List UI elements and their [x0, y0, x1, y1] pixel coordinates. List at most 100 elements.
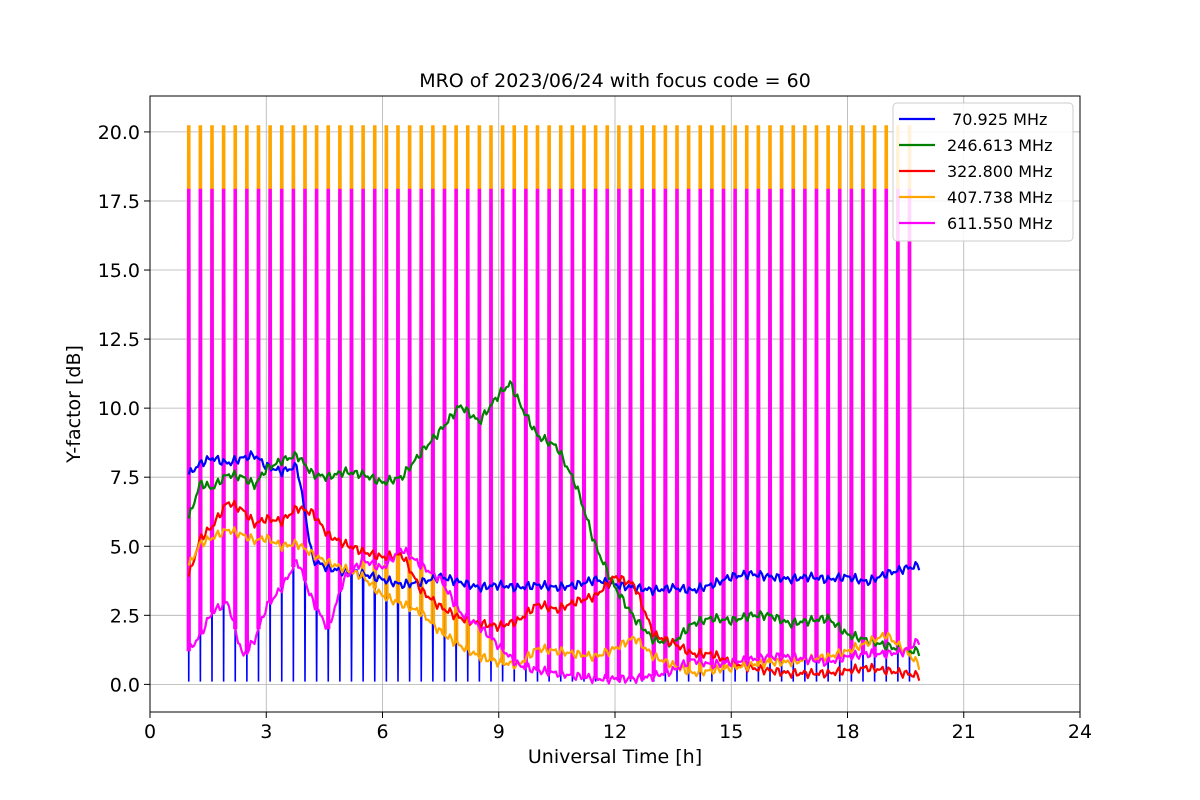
y-tick-label: 15.0 [98, 260, 140, 282]
spike-magenta [767, 188, 773, 657]
spike-magenta [698, 188, 703, 662]
spike-magenta [430, 188, 436, 574]
spike-magenta [907, 188, 912, 649]
spike-magenta [744, 188, 749, 661]
spike-magenta [581, 188, 587, 678]
spike-blue [396, 583, 400, 682]
spike-magenta [523, 188, 529, 668]
x-tick-label: 21 [952, 721, 976, 743]
spike-blue [408, 583, 412, 682]
spike-magenta [709, 188, 715, 666]
spike-magenta [872, 188, 877, 654]
y-tick-label: 7.5 [110, 467, 140, 489]
spike-magenta [267, 188, 273, 603]
spike-magenta [814, 188, 819, 661]
y-tick-label: 12.5 [98, 329, 140, 351]
spike-magenta [674, 188, 680, 669]
x-tick-label: 0 [144, 721, 156, 743]
spike-magenta [360, 188, 366, 561]
spike-magenta [791, 188, 796, 658]
legend-label: 611.550 MHz [947, 214, 1052, 233]
legend-label: 70.925 MHz [947, 110, 1047, 129]
spike-magenta [186, 188, 191, 652]
spike-magenta [500, 188, 505, 650]
x-tick-label: 18 [835, 721, 859, 743]
spike-blue [384, 580, 388, 682]
spike-magenta [442, 188, 447, 587]
spike-blue [350, 572, 353, 682]
x-axis-ticks: 0 3 6 9 12 15 18 21 24 [144, 712, 1092, 743]
x-tick-label: 12 [603, 721, 627, 743]
spike-magenta [198, 188, 203, 635]
legend-label: 246.613 MHz [947, 136, 1052, 155]
legend-label: 407.738 MHz [947, 188, 1052, 207]
x-tick-label: 15 [719, 721, 743, 743]
spike-magenta [825, 188, 831, 663]
spike-magenta [732, 188, 738, 662]
spike-magenta [209, 188, 215, 613]
spike-magenta [512, 188, 517, 662]
chart-title: MRO of 2023/06/24 with focus code = 60 [419, 70, 811, 92]
x-tick-label: 9 [493, 721, 505, 743]
spike-magenta [895, 188, 901, 653]
spike-magenta [837, 188, 842, 659]
y-tick-label: 0.0 [110, 674, 140, 696]
spike-magenta [291, 188, 296, 567]
spike-magenta [488, 188, 494, 638]
spike-magenta [756, 188, 761, 659]
spike-magenta [419, 188, 424, 566]
legend-box [892, 102, 1074, 242]
spike-magenta [721, 188, 726, 664]
spike-blue [361, 573, 365, 682]
x-tick-label: 3 [260, 721, 272, 743]
series-line [187, 450, 921, 597]
spike-magenta [233, 188, 238, 630]
spike-magenta [570, 188, 575, 676]
spike-magenta [337, 188, 343, 592]
spike-magenta [546, 188, 552, 673]
spike-magenta [593, 188, 598, 679]
spike-magenta [558, 188, 563, 674]
y-tick-label: 5.0 [110, 536, 140, 558]
spike-magenta [465, 188, 470, 619]
spike-magenta [453, 188, 459, 606]
spike-magenta [326, 188, 331, 630]
spike-magenta [256, 188, 261, 630]
spike-magenta [884, 188, 889, 654]
spike-magenta [395, 188, 401, 553]
spike-magenta [663, 188, 668, 673]
spike-magenta [639, 188, 645, 678]
legend-label: 322.800 MHz [947, 162, 1052, 181]
x-axis-label: Universal Time [h] [528, 746, 702, 768]
x-tick-label: 6 [376, 721, 388, 743]
spike-magenta [535, 188, 540, 671]
y-axis-label: Y-factor [dB] [63, 345, 85, 464]
legend: 70.925 MHz 246.613 MHz 322.800 MHz 407.738 … [892, 102, 1074, 242]
spike-magenta [477, 188, 482, 627]
spike-magenta [244, 188, 250, 652]
y-tick-label: 17.5 [98, 191, 140, 213]
x-tick-label: 24 [1068, 721, 1092, 743]
series-line [187, 380, 921, 657]
series-line [187, 546, 921, 685]
spike-magenta [302, 188, 308, 581]
spike-magenta [651, 188, 656, 677]
spike-magenta [279, 188, 284, 588]
spike-blue [373, 577, 377, 682]
y-tick-label: 10.0 [98, 398, 140, 420]
spike-magenta [605, 188, 610, 679]
spike-blue [338, 570, 342, 682]
spike-magenta [221, 188, 226, 605]
spike-magenta [349, 188, 354, 572]
spike-magenta [407, 188, 412, 556]
spike-magenta [686, 188, 691, 662]
y-axis-ticks: 0.0 2.5 5.0 7.5 10.0 12.5 15.0 17.5 20.0 [98, 122, 150, 696]
spike-magenta [849, 188, 854, 657]
spike-magenta [779, 188, 784, 657]
spike-magenta [384, 188, 389, 565]
spike-magenta [616, 188, 622, 679]
spike-magenta [628, 188, 633, 679]
y-tick-label: 20.0 [98, 122, 140, 144]
series-line [187, 499, 921, 681]
